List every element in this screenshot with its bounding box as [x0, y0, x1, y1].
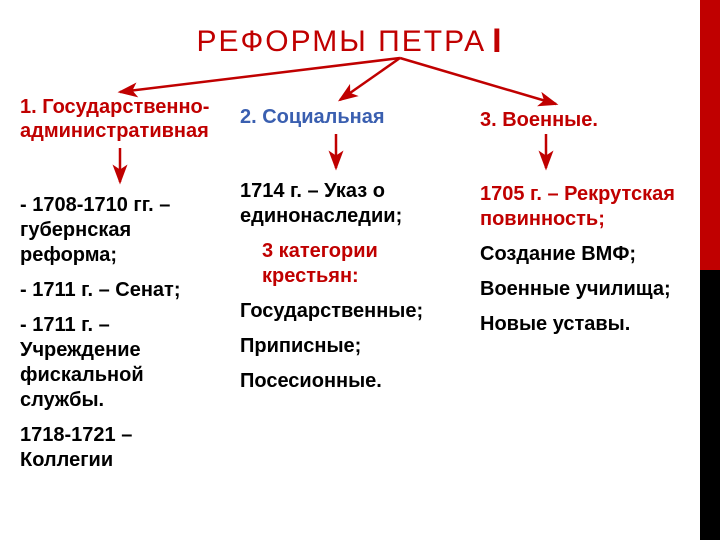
- accent-stripe-bottom: [700, 270, 720, 540]
- col2-item-0: 1714 г. – Указ о единонаследии;: [240, 179, 460, 229]
- column-1-heading: 1. Государственно-административная: [20, 95, 230, 143]
- column-3: 3. Военные. 1705 г. – Рекрутская повинно…: [480, 108, 680, 347]
- col1-item-2: - 1711 г. – Учреждение фискальной службы…: [20, 313, 230, 413]
- title-main: РЕФОРМЫ ПЕТРА: [196, 25, 486, 58]
- column-2: 2. Социальная 1714 г. – Указ о единонасл…: [240, 105, 460, 404]
- col3-item-2: Военные училища;: [480, 277, 680, 302]
- title-numeral: I: [492, 22, 503, 60]
- col1-item-0: - 1708-1710 гг. – губернская реформа;: [20, 193, 230, 268]
- col3-item-0: 1705 г. – Рекрутская повинность;: [480, 182, 680, 232]
- col3-item-3: Новые уставы.: [480, 312, 680, 337]
- column-2-body: 1714 г. – Указ о единонаследии; 3 категор…: [240, 179, 460, 394]
- column-3-body: 1705 г. – Рекрутская повинность; Создани…: [480, 182, 680, 337]
- col2-item-4: Посесионные.: [240, 369, 460, 394]
- slide-title: РЕФОРМЫ ПЕТРАI: [0, 22, 700, 61]
- column-1-body: - 1708-1710 гг. – губернская реформа; - …: [20, 193, 230, 473]
- column-2-heading: 2. Социальная: [240, 105, 460, 129]
- col3-item-1: Создание ВМФ;: [480, 242, 680, 267]
- column-3-heading: 3. Военные.: [480, 108, 680, 132]
- col1-item-3: 1718-1721 – Коллегии: [20, 423, 230, 473]
- col1-item-1: - 1711 г. – Сенат;: [20, 278, 230, 303]
- col2-item-3: Приписные;: [240, 334, 460, 359]
- accent-stripe-top: [700, 0, 720, 270]
- col2-item-2: Государственные;: [240, 299, 460, 324]
- col2-item-1: 3 категории крестьян:: [240, 239, 460, 289]
- column-1: 1. Государственно-административная - 170…: [20, 95, 230, 483]
